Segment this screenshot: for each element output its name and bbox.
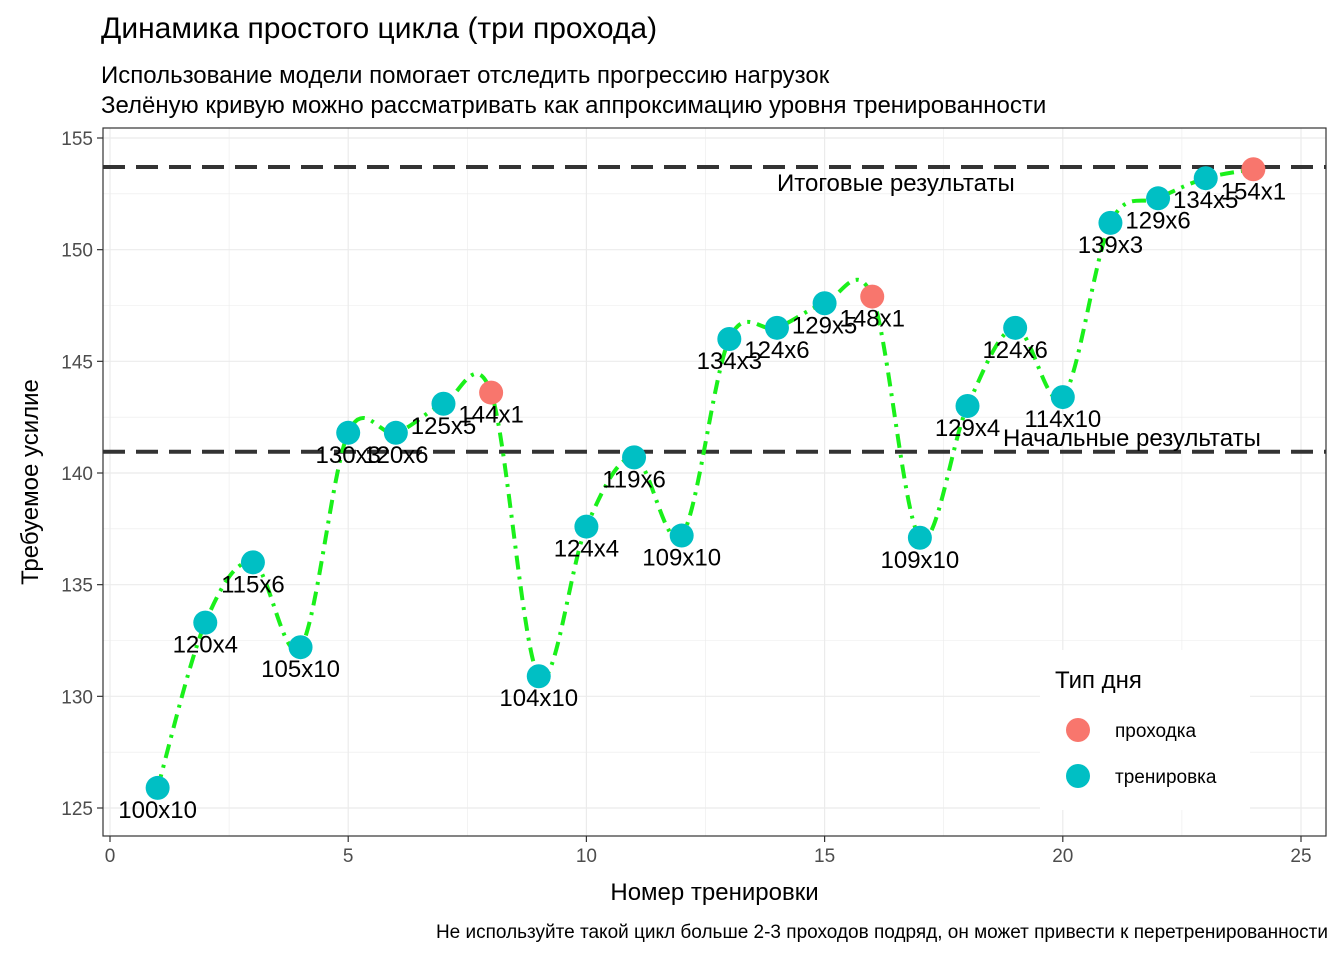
point-label: 139x3	[1078, 232, 1143, 259]
data-point-training	[288, 635, 313, 660]
point-label: 120x4	[173, 632, 238, 659]
x-tick-label: 20	[1052, 846, 1073, 867]
point-label: 130x3	[316, 442, 381, 469]
x-tick-label: 10	[576, 846, 597, 867]
point-label: 104x10	[499, 685, 578, 712]
data-point-training	[1003, 315, 1028, 340]
legend-items: проходка тренировка	[1066, 718, 1217, 788]
data-point-training	[1193, 166, 1218, 191]
data-point-training	[622, 445, 647, 470]
legend-label: тренировка	[1115, 767, 1217, 788]
data-point-training	[145, 775, 170, 800]
data-point-training	[574, 514, 599, 539]
data-point-training	[193, 610, 218, 635]
data-point-probe	[860, 284, 885, 309]
point-labels: 100x10 120x4 115x6 105x10 130x3120x6125x5144…	[118, 178, 1286, 824]
data-point-training	[383, 420, 408, 445]
reference-line-label: Начальные результаты	[1003, 425, 1261, 452]
reference-line-label: Итоговые результаты	[777, 170, 1015, 197]
x-axis-ticks: 0 5 10 15 20 25	[105, 836, 1312, 867]
point-label: 124x6	[744, 337, 809, 364]
point-label: 148x1	[840, 306, 905, 333]
panel-border	[102, 127, 1327, 837]
chart-subtitle-line-2: Зелёную кривую можно рассматривать как а…	[101, 92, 1047, 119]
point-label: 114x10	[1024, 406, 1101, 433]
data-point-training	[1098, 210, 1123, 235]
point-label: 105x10	[261, 656, 340, 683]
data-point-training	[431, 391, 456, 416]
point-label: 115x6	[221, 571, 285, 598]
legend-label: проходка	[1115, 721, 1196, 742]
point-label: 119x6	[602, 466, 666, 493]
legend-key	[1066, 764, 1090, 788]
y-axis-ticks: 125 130 135 140 145 150 155	[61, 129, 103, 820]
y-tick-label: 140	[61, 464, 93, 485]
data-point-training	[240, 550, 265, 575]
data-point-probe	[1241, 157, 1266, 182]
x-tick-label: 25	[1290, 846, 1311, 867]
point-label: 129x4	[935, 415, 1000, 442]
point-label: 125x5	[411, 413, 476, 440]
point-label: 109x10	[881, 547, 960, 574]
data-point-training	[764, 315, 789, 340]
data-point-training	[812, 291, 837, 316]
data-point-training	[1146, 186, 1171, 211]
data-points	[145, 157, 1266, 800]
point-label: 129x6	[1125, 207, 1190, 234]
point-label: 120x6	[363, 442, 428, 469]
y-tick-label: 135	[61, 576, 93, 597]
x-tick-label: 0	[105, 846, 116, 867]
point-label: 100x10	[118, 797, 197, 824]
y-tick-label: 150	[61, 241, 93, 262]
point-label: 144x1	[458, 402, 523, 429]
chart-subtitle-line-1: Использование модели помогает отследить …	[101, 62, 830, 89]
x-axis-title: Номер тренировки	[610, 879, 818, 906]
legend-title: Тип дня	[1055, 667, 1142, 694]
point-label: 134x3	[697, 348, 762, 375]
data-point-training	[955, 394, 980, 418]
y-tick-label: 145	[61, 352, 93, 373]
chart-caption: Не используйте такой цикл больше 2-3 про…	[435, 922, 1328, 943]
legend: Тип дня проходка тренировка	[1040, 650, 1250, 810]
point-label: 124x6	[982, 337, 1047, 364]
chart-title: Динамика простого цикла (три прохода)	[101, 12, 658, 45]
point-label: 109x10	[642, 545, 721, 572]
x-tick-label: 15	[814, 846, 835, 867]
point-label: 134x5	[1173, 187, 1238, 214]
reference-lines: Итоговые результаты Начальные результаты	[103, 165, 1326, 454]
data-point-training	[669, 523, 694, 548]
data-point-probe	[479, 380, 504, 405]
data-point-training	[907, 525, 932, 550]
y-axis-title: Требуемое усилие	[17, 379, 44, 585]
x-tick-label: 5	[343, 846, 354, 867]
data-point-training	[1050, 385, 1075, 410]
point-label: 129x5	[792, 312, 857, 339]
point-label: 124x4	[554, 536, 619, 563]
y-tick-label: 125	[61, 799, 93, 820]
data-point-training	[336, 420, 361, 445]
y-tick-label: 155	[61, 129, 93, 150]
data-point-training	[526, 664, 551, 689]
legend-key	[1066, 718, 1090, 742]
point-label: 154x1	[1221, 178, 1286, 205]
y-tick-label: 130	[61, 687, 93, 708]
data-point-training	[717, 327, 742, 351]
